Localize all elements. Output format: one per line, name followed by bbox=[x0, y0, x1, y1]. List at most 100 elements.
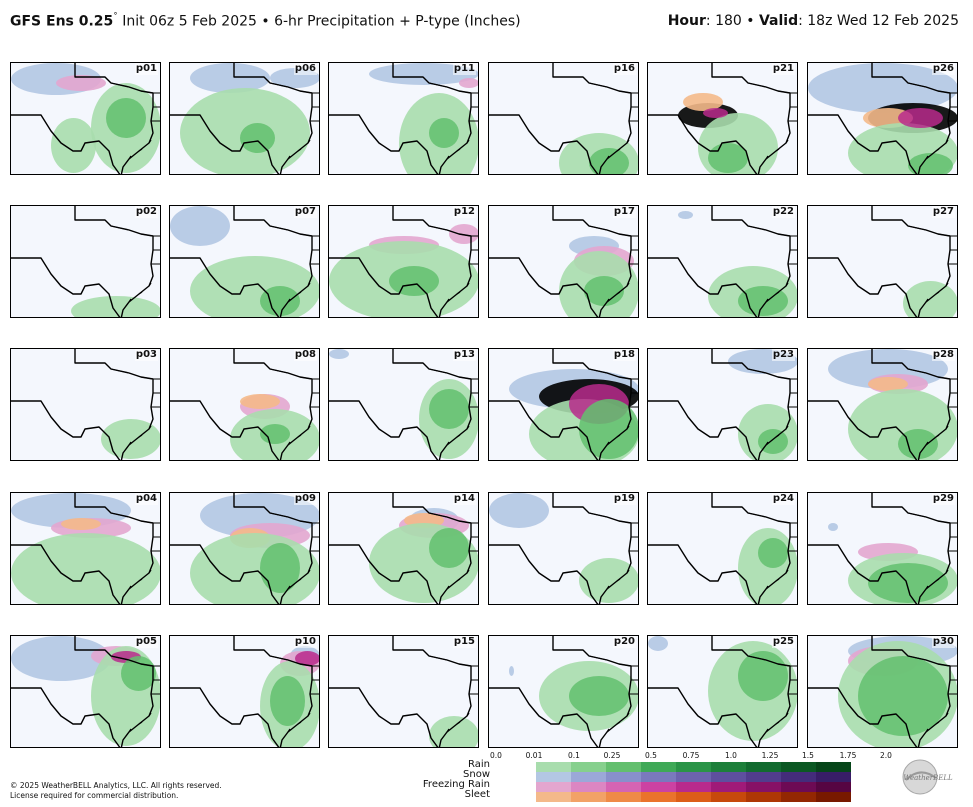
oklahoma-border bbox=[393, 219, 478, 237]
coast-detail bbox=[128, 139, 152, 160]
coast-detail bbox=[128, 425, 152, 446]
ensemble-panel-p24: p24 bbox=[647, 492, 798, 605]
panel-label: p03 bbox=[134, 349, 158, 361]
precip-map bbox=[11, 349, 160, 460]
precip-area bbox=[101, 419, 160, 459]
legend-swatch bbox=[606, 792, 641, 802]
product-name: 6-hr Precipitation + P-type (Inches) bbox=[274, 13, 521, 30]
precip-map bbox=[808, 493, 957, 604]
legend-swatch bbox=[571, 762, 606, 772]
precip-map bbox=[648, 63, 797, 174]
coast-detail bbox=[128, 282, 152, 303]
panel-label: p22 bbox=[771, 206, 795, 218]
louisiana-border bbox=[469, 249, 478, 265]
louisiana-border bbox=[629, 536, 638, 552]
precip-map bbox=[329, 349, 478, 460]
oklahoma-border bbox=[75, 362, 160, 380]
legend-label-freezing-rain: Freezing Rain bbox=[422, 779, 490, 790]
panel-label: p28 bbox=[931, 349, 955, 361]
precip-area bbox=[863, 108, 913, 128]
legend-tick: 1.0 bbox=[725, 751, 737, 760]
legend-swatch bbox=[536, 792, 571, 802]
precip-heavy-area bbox=[121, 656, 156, 691]
legend-swatch bbox=[641, 792, 676, 802]
precip-heavy-area bbox=[758, 538, 788, 568]
oklahoma-border bbox=[234, 219, 319, 237]
precip-map bbox=[489, 63, 638, 174]
precip-map bbox=[170, 493, 319, 604]
coast-detail bbox=[925, 712, 949, 733]
legend-tick: 0.01 bbox=[525, 751, 543, 760]
legend-swatch bbox=[746, 782, 781, 792]
precip-map bbox=[648, 349, 797, 460]
ensemble-panel-p12: p12 bbox=[328, 205, 479, 318]
panel-label: p09 bbox=[293, 493, 317, 505]
louisiana-border bbox=[469, 679, 478, 695]
precip-map bbox=[11, 493, 160, 604]
oklahoma-border bbox=[712, 219, 797, 237]
precip-area bbox=[459, 78, 478, 88]
oklahoma-border bbox=[553, 649, 638, 667]
ensemble-panel-p01: p01 bbox=[10, 62, 161, 175]
oklahoma-border bbox=[553, 219, 638, 237]
panel-label: p13 bbox=[452, 349, 476, 361]
precip-heavy-area bbox=[589, 148, 629, 174]
legend-swatches-snow bbox=[536, 772, 851, 782]
louisiana-border bbox=[629, 249, 638, 265]
copyright-line: © 2025 WeatherBELL Analytics, LLC. All r… bbox=[10, 781, 222, 790]
precip-area bbox=[449, 224, 478, 244]
precip-area bbox=[170, 206, 230, 246]
valid-separator: • bbox=[741, 13, 759, 29]
ensemble-panel-p27: p27 bbox=[807, 205, 958, 318]
oklahoma-border bbox=[393, 362, 478, 380]
precip-area bbox=[369, 63, 478, 85]
coast-detail bbox=[287, 712, 311, 733]
precip-map bbox=[11, 206, 160, 317]
precip-area bbox=[489, 493, 549, 528]
coast-detail bbox=[446, 569, 470, 590]
legend-swatch bbox=[781, 782, 816, 792]
legend-swatch bbox=[816, 762, 851, 772]
oklahoma-border bbox=[872, 506, 957, 524]
precip-heavy-area bbox=[858, 656, 948, 736]
louisiana-border bbox=[469, 106, 478, 122]
precip-map bbox=[808, 206, 957, 317]
louisiana-border bbox=[469, 536, 478, 552]
legend-swatch bbox=[606, 762, 641, 772]
legend-swatch bbox=[746, 772, 781, 782]
precip-area bbox=[903, 281, 957, 317]
legend-tick: 2.0 bbox=[880, 751, 892, 760]
louisiana-border bbox=[151, 392, 160, 408]
ensemble-panel-p08: p08 bbox=[169, 348, 320, 461]
panel-label: p14 bbox=[452, 493, 476, 505]
louisiana-border bbox=[948, 249, 957, 265]
louisiana-border bbox=[151, 536, 160, 552]
panel-label: p16 bbox=[612, 63, 636, 75]
coast-detail bbox=[925, 282, 949, 303]
legend-swatches-sleet bbox=[536, 792, 851, 802]
oklahoma-border bbox=[712, 362, 797, 380]
precip-area bbox=[429, 716, 478, 747]
precip-area bbox=[11, 533, 160, 604]
louisiana-border bbox=[629, 106, 638, 122]
precip-area bbox=[579, 558, 638, 603]
legend-swatch bbox=[641, 772, 676, 782]
panel-label: p21 bbox=[771, 63, 795, 75]
legend-swatches-rain bbox=[536, 762, 851, 772]
legend-swatch bbox=[781, 762, 816, 772]
precip-map bbox=[170, 63, 319, 174]
precip-map bbox=[808, 349, 957, 460]
ensemble-panel-p19: p19 bbox=[488, 492, 639, 605]
precip-heavy-area bbox=[579, 399, 638, 459]
louisiana-border bbox=[788, 392, 797, 408]
precip-map bbox=[648, 206, 797, 317]
coast-detail bbox=[925, 425, 949, 446]
legend-swatch bbox=[711, 762, 746, 772]
legend-swatch bbox=[571, 772, 606, 782]
precip-area bbox=[240, 394, 280, 409]
precip-heavy-area bbox=[429, 528, 469, 568]
oklahoma-border bbox=[872, 362, 957, 380]
ensemble-panel-p17: p17 bbox=[488, 205, 639, 318]
legend-swatch bbox=[606, 772, 641, 782]
degree-symbol: ˚ bbox=[113, 13, 118, 23]
